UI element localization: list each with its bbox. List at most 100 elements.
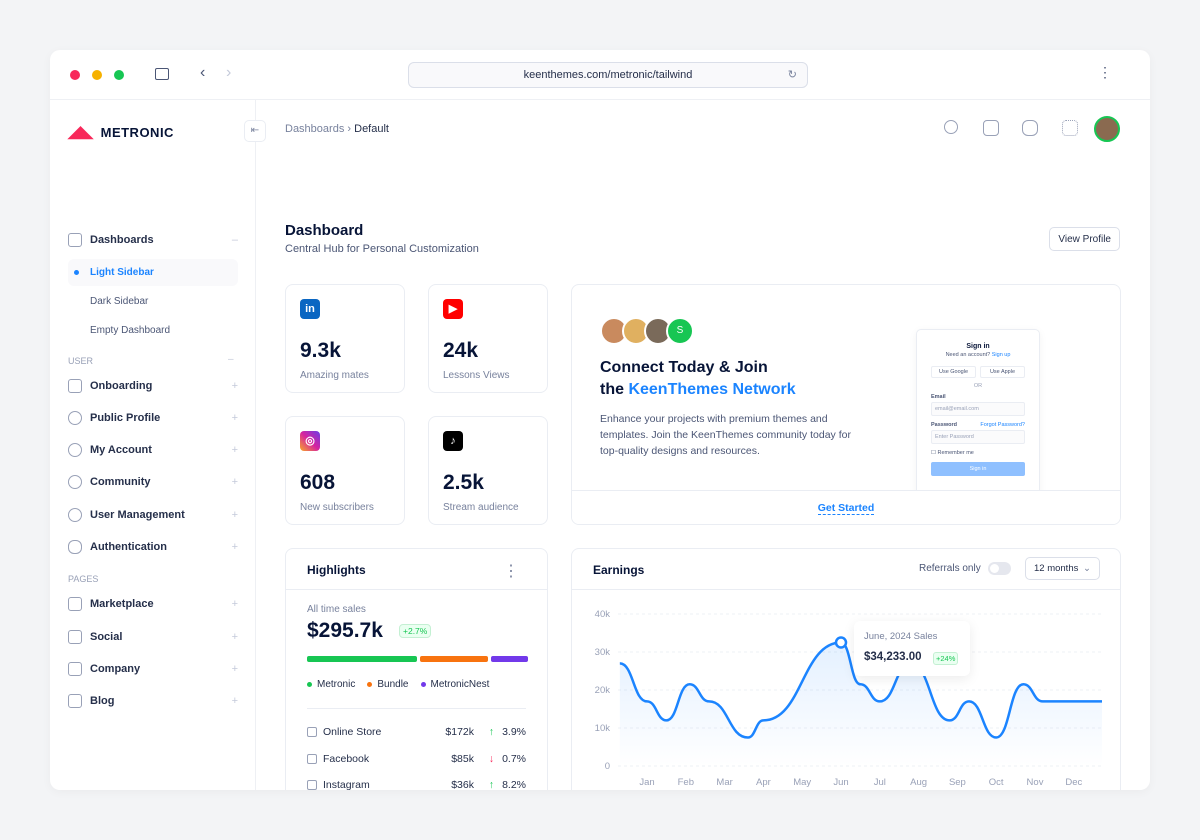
- referrals-label: Referrals only: [919, 563, 981, 574]
- forward-icon[interactable]: ›: [226, 64, 232, 81]
- bar-segment: [307, 656, 417, 662]
- plus-icon: +: [231, 444, 238, 456]
- remember-label: Remember me: [937, 450, 974, 456]
- stat-label: New subscribers: [300, 502, 374, 513]
- legend: Metronic Bundle MetronicNest: [307, 679, 489, 690]
- highlight-point: [834, 636, 848, 649]
- sidebar-item-community[interactable]: Community +: [68, 469, 238, 495]
- sidebar-item-company[interactable]: Company +: [68, 656, 238, 682]
- sidebar-item-authentication[interactable]: Authentication +: [68, 534, 238, 560]
- apple-button[interactable]: Use Apple: [980, 366, 1025, 378]
- sales-bar: [307, 656, 528, 662]
- signup-link[interactable]: Sign up: [991, 352, 1011, 358]
- stat-value: 2.5k: [443, 471, 484, 494]
- y-tick-label: 40k: [595, 609, 611, 620]
- referrals-toggle[interactable]: [988, 562, 1011, 575]
- notifications-icon[interactable]: [983, 120, 999, 136]
- title-line1: Connect Today & Join: [600, 359, 768, 376]
- sidebar-item-public-profile[interactable]: Public Profile +: [68, 405, 238, 431]
- plus-icon: +: [231, 598, 238, 610]
- blog-icon: [68, 694, 82, 708]
- more-menu-icon[interactable]: ⋮: [503, 563, 519, 580]
- sidebar-item-dark-sidebar[interactable]: Dark Sidebar: [90, 296, 149, 307]
- label: Dashboards: [90, 234, 154, 246]
- legend-item: MetronicNest: [420, 679, 489, 690]
- earnings-line: [619, 641, 1102, 739]
- chat-icon[interactable]: [1022, 120, 1038, 136]
- url-text: keenthemes.com/metronic/tailwind: [523, 69, 693, 81]
- collapse-sidebar-button[interactable]: ⇤: [244, 120, 266, 142]
- search-icon[interactable]: [944, 120, 958, 134]
- sidebar: ◢◣ METRONIC ⇤ Dashboards – Light Sidebar D…: [50, 100, 266, 790]
- apps-grid-icon[interactable]: [1062, 120, 1078, 136]
- rocket-icon: [68, 379, 82, 393]
- collapse-icon[interactable]: –: [228, 354, 234, 365]
- x-tick-label: May: [793, 777, 811, 788]
- label: Social: [90, 631, 123, 643]
- sidebar-item-blog[interactable]: Blog +: [68, 688, 238, 714]
- close-window-button[interactable]: [70, 70, 80, 80]
- browser-window: ‹ › keenthemes.com/metronic/tailwind ↻ ⋮ …: [50, 50, 1150, 790]
- forgot-link[interactable]: Forgot Password?: [980, 422, 1025, 428]
- legend-label: Metronic: [317, 679, 356, 690]
- sidebar-toggle-icon[interactable]: [155, 68, 169, 80]
- plus-icon: +: [231, 541, 238, 553]
- avatar-letter: S: [666, 317, 694, 345]
- chart-tooltip: June, 2024 Sales $34,233.00 +24%: [854, 621, 970, 676]
- earnings-chart: 0 10k 20k 30k 40k Jan Feb Mar Apr May Jun Jul Aug Sep…: [595, 609, 1102, 788]
- youtube-icon: ▶: [443, 299, 463, 319]
- sidebar-item-my-account[interactable]: My Account +: [68, 437, 238, 463]
- minimize-window-button[interactable]: [92, 70, 102, 80]
- channel-icon: [307, 753, 317, 764]
- sidebar-item-user-management[interactable]: User Management +: [68, 502, 238, 528]
- logo[interactable]: ◢◣ METRONIC: [68, 122, 174, 142]
- more-icon[interactable]: ⋮: [1098, 64, 1112, 80]
- channel-row: Online Store $172k ↑ 3.9%: [307, 719, 526, 746]
- get-started-link[interactable]: Get Started: [817, 502, 875, 515]
- period-select[interactable]: 12 months ⌄: [1025, 557, 1100, 580]
- stat-value: 9.3k: [300, 339, 341, 362]
- sidebar-item-onboarding[interactable]: Onboarding +: [68, 373, 238, 399]
- brand-name: METRONIC: [100, 124, 174, 140]
- sidebar-item-social[interactable]: Social +: [68, 624, 238, 650]
- need-account: Need an account?: [945, 352, 991, 358]
- earnings-card: Earnings Referrals only 12 months ⌄ 0 10k 2…: [571, 548, 1121, 790]
- password-field[interactable]: Enter Password: [931, 430, 1025, 444]
- avatar[interactable]: [1094, 116, 1120, 142]
- plus-icon: +: [231, 631, 238, 643]
- card-title: Highlights: [307, 563, 366, 577]
- remember-checkbox[interactable]: ☐ Remember me: [931, 450, 974, 456]
- view-profile-button[interactable]: View Profile: [1049, 227, 1120, 251]
- label: Authentication: [90, 541, 167, 553]
- back-icon[interactable]: ‹: [200, 64, 206, 81]
- avatar-group: S: [600, 317, 694, 345]
- maximize-window-button[interactable]: [114, 70, 124, 80]
- label: User Management: [90, 509, 185, 521]
- channel-row: Instagram $36k ↑ 8.2%: [307, 772, 526, 790]
- instagram-icon: ◎: [300, 431, 320, 451]
- signin-button[interactable]: Sign in: [931, 462, 1025, 476]
- channel-change: 0.7%: [502, 752, 526, 765]
- signin-preview: Sign in Need an account? Sign up Use Goo…: [916, 329, 1040, 499]
- sidebar-item-light-sidebar[interactable]: Light Sidebar: [90, 267, 154, 278]
- plus-icon: +: [231, 695, 238, 707]
- stat-label: Lessons Views: [443, 370, 510, 381]
- reload-icon[interactable]: ↻: [787, 69, 797, 81]
- email-field[interactable]: email@email.com: [931, 402, 1025, 416]
- address-bar[interactable]: keenthemes.com/metronic/tailwind ↻: [408, 62, 808, 88]
- total-sales: $295.7k: [307, 619, 383, 642]
- label: Onboarding: [90, 380, 153, 392]
- divider: [286, 589, 547, 590]
- stat-card-linkedin: in 9.3k Amazing mates: [285, 284, 405, 393]
- sidebar-item-empty-dashboard[interactable]: Empty Dashboard: [90, 325, 171, 336]
- legend-item: Bundle: [367, 679, 409, 690]
- sidebar-item-marketplace[interactable]: Marketplace +: [68, 591, 238, 617]
- signin-title: Sign in: [966, 343, 990, 350]
- all-time-label: All time sales: [307, 604, 366, 615]
- promo-title: Connect Today & Join the KeenThemes Netwo…: [600, 357, 796, 401]
- google-button[interactable]: Use Google: [931, 366, 976, 378]
- breadcrumb-dashboards[interactable]: Dashboards: [285, 123, 345, 135]
- sidebar-item-dashboards[interactable]: Dashboards –: [68, 227, 238, 253]
- x-tick-label: Jul: [874, 777, 886, 788]
- x-tick-label: Feb: [678, 777, 694, 788]
